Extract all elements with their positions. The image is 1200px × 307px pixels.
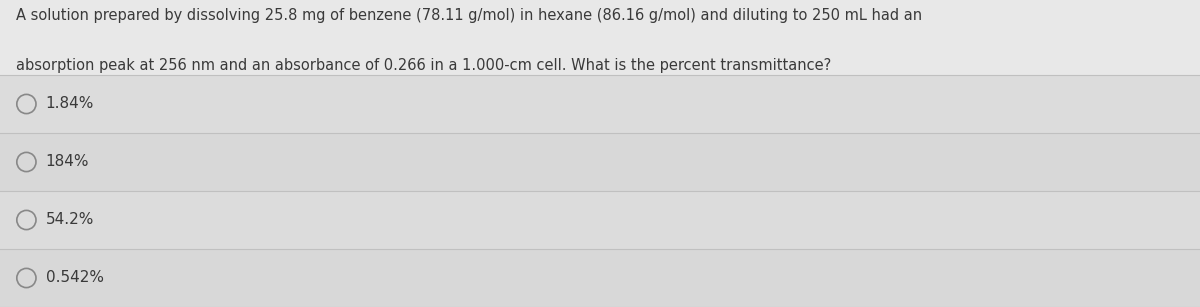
Text: A solution prepared by dissolving 25.8 mg of benzene (78.11 g/mol) in hexane (86: A solution prepared by dissolving 25.8 m… <box>16 8 922 23</box>
Bar <box>0 75 1200 133</box>
Bar <box>0 191 1200 249</box>
Bar <box>0 0 1200 75</box>
Text: 1.84%: 1.84% <box>46 96 94 111</box>
Text: 0.542%: 0.542% <box>46 270 103 286</box>
Text: 184%: 184% <box>46 154 89 169</box>
Text: absorption peak at 256 nm and an absorbance of 0.266 in a 1.000-cm cell. What is: absorption peak at 256 nm and an absorba… <box>16 58 830 73</box>
Bar <box>0 249 1200 307</box>
Bar <box>0 133 1200 191</box>
Text: 54.2%: 54.2% <box>46 212 94 227</box>
